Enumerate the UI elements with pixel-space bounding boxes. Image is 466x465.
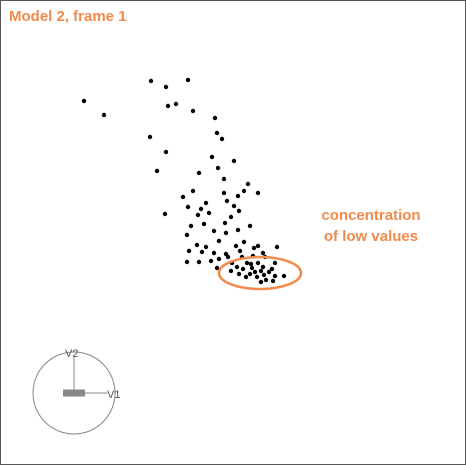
- scatter-point: [216, 238, 222, 244]
- scatter-point: [184, 259, 190, 265]
- scatter-point: [209, 154, 215, 160]
- scatter-point: [258, 268, 264, 274]
- chart-title: Model 2, frame 1: [9, 8, 127, 25]
- scatter-point: [162, 211, 168, 217]
- scatter-point: [236, 271, 242, 277]
- scatter-point: [219, 136, 225, 142]
- scatter-point: [247, 223, 253, 229]
- scatter-point: [266, 269, 272, 275]
- scatter-point: [222, 220, 228, 226]
- scatter-point: [233, 243, 239, 249]
- scatter-point: [195, 212, 201, 218]
- scatter-point: [194, 242, 200, 248]
- scatter-point: [101, 112, 107, 118]
- scatter-point: [269, 266, 275, 272]
- scatter-point: [228, 268, 234, 274]
- scatter-point: [214, 130, 220, 136]
- scatter-point: [281, 273, 287, 279]
- scatter-point: [241, 188, 247, 194]
- scatter-point: [249, 265, 255, 271]
- scatter-point: [163, 149, 169, 155]
- scatter-point: [165, 103, 171, 109]
- annotation-line-1: concentration: [321, 207, 421, 224]
- axes-widget: V2 V1: [32, 348, 120, 435]
- scatter-point: [243, 274, 249, 280]
- scatter-point: [201, 221, 207, 227]
- scatter-point: [244, 260, 250, 266]
- scatter-point: [196, 259, 202, 265]
- scatter-point: [221, 190, 227, 196]
- scatter-point: [223, 230, 229, 236]
- scatter-point: [228, 214, 234, 220]
- scatter-point: [216, 256, 222, 262]
- scatter-point: [241, 239, 247, 245]
- scatter-point: [237, 248, 243, 254]
- scatter-point: [252, 269, 258, 275]
- scatter-point: [255, 243, 261, 249]
- scatter-points: [81, 77, 287, 285]
- scatter-point: [163, 84, 169, 90]
- scatter-point: [215, 165, 221, 171]
- scatter-point: [248, 261, 254, 267]
- scatter-point: [196, 170, 202, 176]
- scatter-point: [185, 77, 191, 83]
- annotation-text: concentration of low values: [301, 205, 441, 247]
- scatter-point: [274, 244, 280, 250]
- scatter-point: [236, 208, 242, 214]
- scatter-point: [231, 203, 237, 209]
- annotation-line-2: of low values: [323, 228, 419, 245]
- scatter-point: [154, 168, 160, 174]
- scatter-point: [234, 264, 240, 270]
- scatter-point: [199, 249, 205, 255]
- scatter-point: [186, 248, 192, 254]
- scatter-point: [180, 194, 186, 200]
- scatter-point: [206, 210, 212, 216]
- axes-widget-circle: [32, 351, 116, 435]
- scatter-point: [260, 264, 266, 270]
- scatter-point: [251, 245, 257, 251]
- scatter-point: [270, 278, 276, 284]
- scatter-point: [173, 101, 179, 107]
- axis-label-v2: V2: [65, 348, 78, 360]
- scatter-point: [258, 279, 264, 285]
- scatter-point: [81, 98, 87, 104]
- scatter-point: [190, 188, 196, 194]
- scatter-point: [214, 265, 220, 271]
- scatter-point: [148, 78, 154, 84]
- scatter-point: [272, 273, 278, 279]
- scatter-point: [255, 190, 261, 196]
- scatter-point: [212, 115, 218, 121]
- scatter-point: [185, 204, 191, 210]
- scatter-point: [198, 206, 204, 212]
- scatter-point: [254, 274, 260, 280]
- scatter-point: [221, 176, 227, 182]
- scatter-point: [240, 266, 246, 272]
- scatter-point: [263, 277, 269, 283]
- scatter-point: [260, 250, 266, 256]
- scatter-point: [208, 258, 214, 264]
- scatter-point: [231, 158, 237, 164]
- scatter-point: [211, 250, 217, 256]
- scatter-point: [255, 260, 261, 266]
- highlight-ellipse: [217, 255, 303, 291]
- scatter-point: [235, 227, 241, 233]
- scatter-point: [188, 223, 194, 229]
- scatter-point: [247, 271, 253, 277]
- scatter-point: [211, 228, 217, 234]
- scatter-point: [225, 254, 231, 260]
- scatter-point: [147, 134, 153, 140]
- scatter-point: [245, 181, 251, 187]
- scatter-point: [261, 272, 267, 278]
- scatter-point: [272, 260, 278, 266]
- axis-label-v1: V1: [107, 389, 120, 401]
- scatter-point: [203, 244, 209, 250]
- scatter-point: [224, 198, 230, 204]
- scatter-point: [190, 108, 196, 114]
- scatter-point: [203, 200, 209, 206]
- scatter-point: [235, 193, 241, 199]
- scatter-point: [184, 232, 190, 238]
